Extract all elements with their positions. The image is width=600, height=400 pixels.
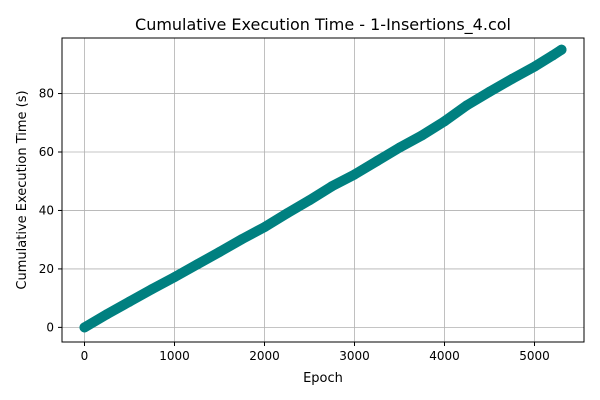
data-point [529, 61, 540, 72]
data-point [462, 100, 472, 111]
plot-frame [61, 37, 585, 343]
y-tick-label: 40 [39, 203, 54, 217]
y-axis-label: Cumulative Execution Time (s) [15, 90, 30, 289]
y-tick-label: 0 [46, 320, 54, 334]
chart-title: Cumulative Execution Time - 1-Insertions… [135, 15, 511, 35]
data-point [214, 246, 225, 257]
x-tick-label: 3000 [339, 349, 370, 363]
data-point [484, 86, 495, 97]
x-tick-label: 1000 [159, 349, 190, 363]
x-tick-label: 0 [81, 349, 89, 363]
data-point [259, 222, 270, 233]
x-tick-label: 2000 [249, 349, 280, 363]
data-layer [79, 44, 567, 333]
data-point [147, 284, 157, 295]
data-point [192, 259, 202, 270]
data-point [79, 322, 90, 333]
data-point [507, 73, 517, 84]
y-tick-label: 60 [39, 145, 54, 159]
data-point [169, 272, 180, 283]
y-tick-label: 20 [39, 262, 54, 276]
data-point [124, 296, 135, 307]
data-point [304, 195, 315, 206]
data-point [237, 234, 247, 245]
tick-layer: 0 1000 2000 3000 4000 5000 0 20 40 60 80 [39, 87, 550, 363]
data-point [547, 50, 558, 61]
data-point [349, 169, 360, 180]
data-point [282, 208, 292, 219]
data-point [556, 44, 567, 55]
x-axis-label: Epoch [303, 371, 343, 386]
data-point [439, 116, 450, 127]
data-point [102, 309, 112, 320]
y-tick-label: 80 [39, 87, 54, 101]
grid-layer [62, 38, 584, 342]
data-point [394, 142, 405, 153]
x-tick-label: 5000 [519, 349, 550, 363]
x-tick-label: 4000 [429, 349, 460, 363]
data-point [417, 130, 427, 141]
data-point [327, 181, 337, 192]
data-point [372, 156, 382, 167]
